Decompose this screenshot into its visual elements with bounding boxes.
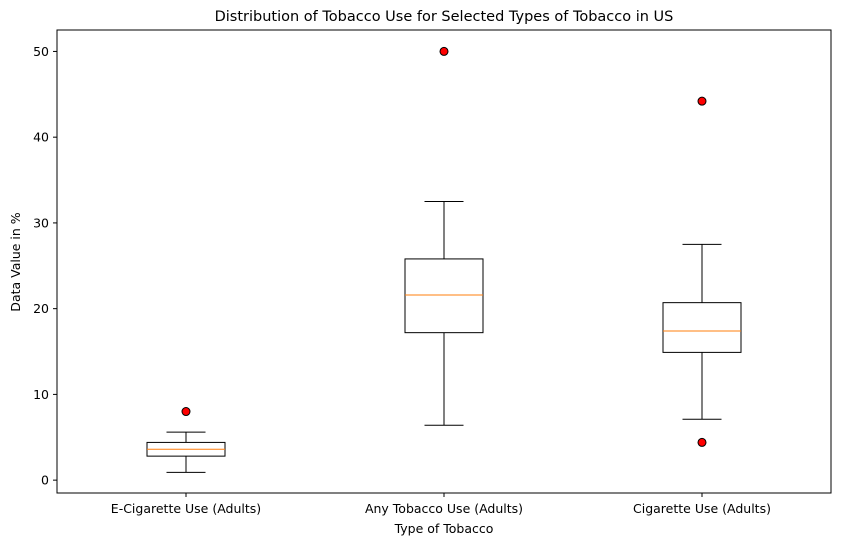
x-tick-label: Any Tobacco Use (Adults)	[365, 501, 523, 516]
y-tick-label: 40	[33, 130, 49, 145]
y-tick-label: 20	[33, 301, 49, 316]
plot-area: 0 10 20 30 40 50 E-Cigarette Use (Adults) Any T…	[33, 29, 832, 516]
outlier-point	[697, 96, 707, 106]
box-iqr	[404, 258, 484, 334]
y-tick-label: 10	[33, 387, 49, 402]
box-iqr	[662, 302, 742, 353]
y-tick-label: 0	[41, 473, 49, 488]
outlier-point	[181, 407, 191, 417]
y-tick-label: 50	[33, 44, 49, 59]
x-tick-label: Cigarette Use (Adults)	[633, 501, 771, 516]
outlier-point	[697, 437, 707, 447]
outlier-point	[439, 46, 449, 56]
x-axis-label: Type of Tobacco	[394, 521, 494, 536]
chart-title: Distribution of Tobacco Use for Selected…	[215, 9, 674, 25]
y-tick-label: 30	[33, 215, 49, 230]
x-tick-label: E-Cigarette Use (Adults)	[111, 501, 261, 516]
y-axis-label: Data Value in %	[8, 212, 23, 311]
